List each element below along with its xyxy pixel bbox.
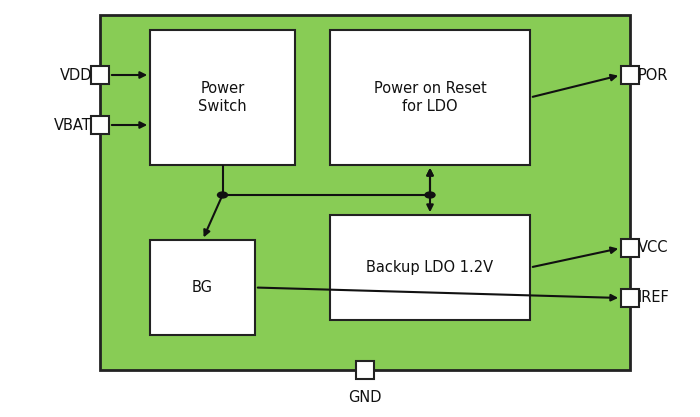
Bar — [621, 289, 639, 307]
Bar — [356, 361, 374, 379]
Bar — [330, 30, 530, 165]
Text: GND: GND — [349, 390, 382, 405]
Bar — [100, 15, 630, 370]
Text: POR: POR — [638, 68, 668, 83]
Circle shape — [218, 192, 228, 198]
Text: Power
Switch: Power Switch — [198, 81, 247, 114]
Bar — [621, 239, 639, 257]
Bar — [330, 215, 530, 320]
Text: IREF: IREF — [638, 291, 670, 306]
Bar — [91, 116, 109, 134]
Bar — [150, 240, 255, 335]
Text: BG: BG — [192, 280, 213, 295]
Bar — [150, 30, 295, 165]
Text: Backup LDO 1.2V: Backup LDO 1.2V — [366, 260, 494, 275]
Bar — [621, 66, 639, 84]
Text: Power on Reset
for LDO: Power on Reset for LDO — [374, 81, 486, 114]
Text: VBAT: VBAT — [55, 118, 92, 133]
Text: VCC: VCC — [638, 241, 668, 256]
Circle shape — [425, 192, 435, 198]
Text: VDD: VDD — [60, 68, 92, 83]
Bar — [91, 66, 109, 84]
